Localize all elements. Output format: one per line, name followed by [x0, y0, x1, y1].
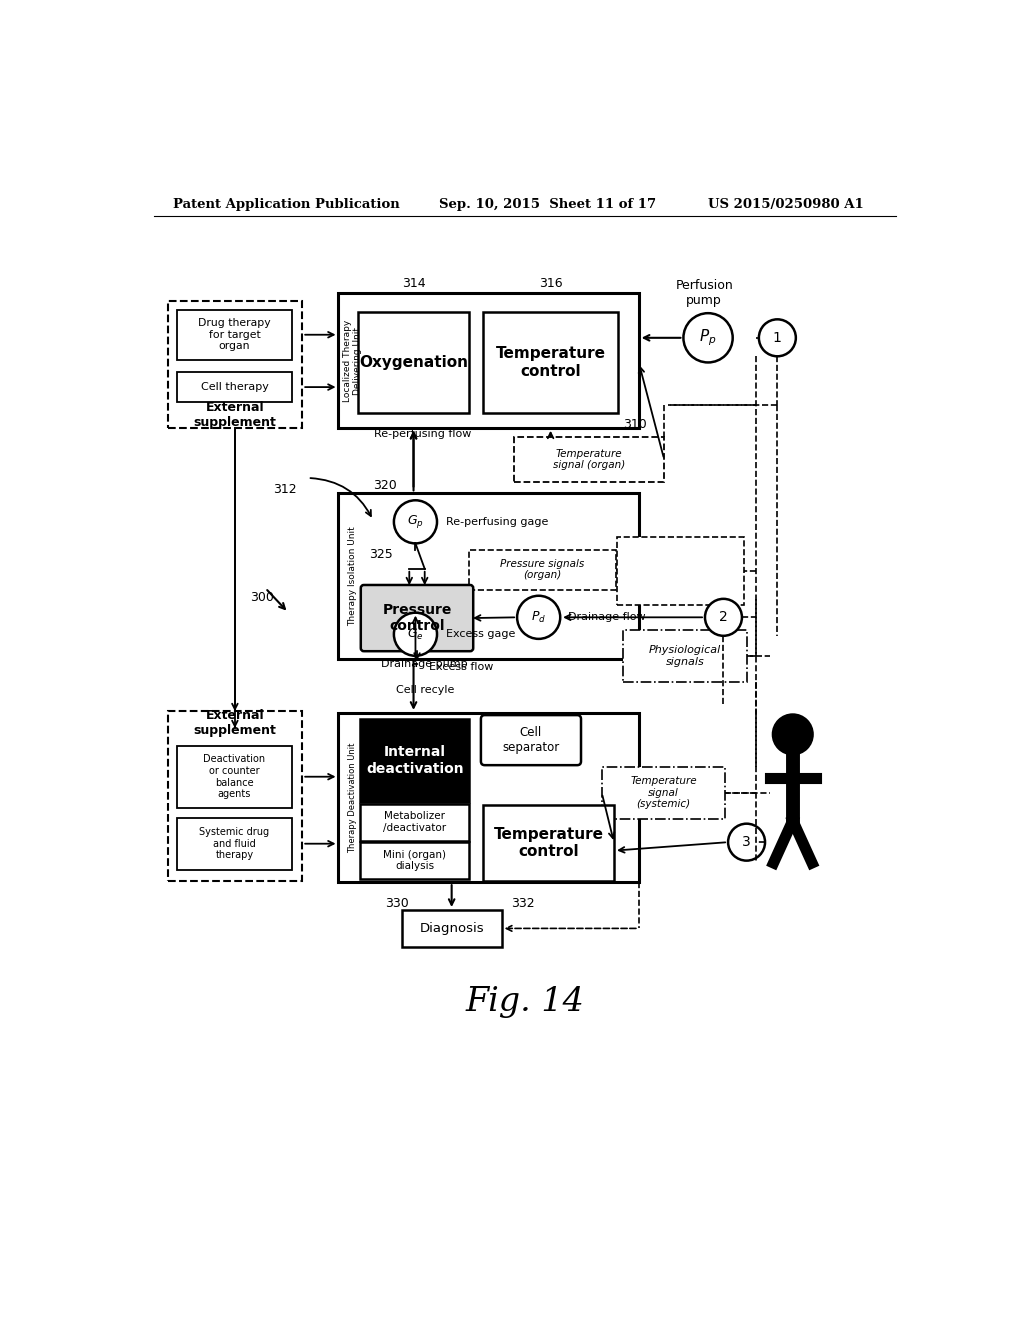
Text: Deactivation
or counter
balance
agents: Deactivation or counter balance agents: [204, 754, 265, 799]
Text: Physiological
signals: Physiological signals: [649, 645, 721, 667]
Bar: [168, 711, 302, 880]
Text: 316: 316: [539, 277, 562, 290]
Circle shape: [394, 500, 437, 544]
Text: Cell
separator: Cell separator: [503, 726, 559, 754]
Text: 330: 330: [385, 898, 409, 911]
Text: 300: 300: [250, 591, 273, 603]
Text: Localized Therapy
Delivering Unit: Localized Therapy Delivering Unit: [343, 319, 362, 401]
Text: US 2015/0250980 A1: US 2015/0250980 A1: [708, 198, 864, 211]
Text: Excess flow: Excess flow: [429, 661, 494, 672]
Text: 314: 314: [401, 277, 425, 290]
Bar: [602, 767, 725, 818]
FancyBboxPatch shape: [481, 715, 581, 766]
Bar: [357, 313, 469, 412]
Text: External
supplement: External supplement: [194, 709, 276, 737]
Text: Mini (organ)
dialysis: Mini (organ) dialysis: [383, 850, 446, 871]
Text: $G_e$: $G_e$: [408, 627, 424, 642]
Text: 1: 1: [773, 331, 781, 345]
Circle shape: [517, 595, 560, 639]
Circle shape: [683, 313, 733, 363]
Bar: [360, 719, 469, 803]
Text: $G_p$: $G_p$: [407, 513, 424, 531]
Text: Temperature
signal (organ): Temperature signal (organ): [553, 449, 626, 470]
Text: Perfusion
pump: Perfusion pump: [676, 279, 733, 308]
Circle shape: [705, 599, 742, 636]
Bar: [360, 842, 469, 879]
Bar: [177, 746, 292, 808]
Circle shape: [728, 824, 765, 861]
Text: Excess gage: Excess gage: [446, 630, 516, 639]
Text: Cell therapy: Cell therapy: [201, 381, 268, 392]
Text: 325: 325: [370, 548, 393, 561]
Bar: [401, 909, 502, 946]
Text: Systemic drug
and fluid
therapy: Systemic drug and fluid therapy: [200, 828, 269, 861]
Bar: [360, 804, 469, 841]
Bar: [483, 805, 614, 880]
Bar: [483, 313, 617, 412]
Text: $P_d$: $P_d$: [531, 610, 546, 624]
Text: Drainage pump: Drainage pump: [381, 659, 468, 668]
Text: Cell recyle: Cell recyle: [396, 685, 455, 694]
Text: Pressure signals
(organ): Pressure signals (organ): [501, 558, 585, 581]
Text: Drug therapy
for target
organ: Drug therapy for target organ: [199, 318, 270, 351]
Text: Temperature
control: Temperature control: [494, 826, 604, 859]
Bar: [617, 537, 744, 605]
Bar: [339, 293, 639, 428]
Text: Oxygenation: Oxygenation: [359, 355, 468, 370]
Text: Pressure
control: Pressure control: [382, 603, 452, 634]
Text: External
supplement: External supplement: [194, 401, 276, 429]
Bar: [339, 713, 639, 882]
Text: 320: 320: [373, 479, 397, 492]
Text: Diagnosis: Diagnosis: [420, 921, 484, 935]
Text: Internal
deactivation: Internal deactivation: [366, 746, 464, 776]
Bar: [624, 630, 746, 682]
Text: Fig. 14: Fig. 14: [465, 986, 585, 1018]
Text: Therapy Isolation Unit: Therapy Isolation Unit: [348, 527, 356, 626]
FancyBboxPatch shape: [360, 585, 473, 651]
Circle shape: [773, 714, 813, 755]
Text: 2: 2: [719, 610, 728, 624]
Text: Re-perfusing flow: Re-perfusing flow: [375, 429, 472, 440]
Text: Drainage flow: Drainage flow: [568, 612, 645, 622]
Text: Temperature
control: Temperature control: [496, 346, 605, 379]
Text: Therapy Deactivation Unit: Therapy Deactivation Unit: [348, 742, 356, 853]
Bar: [177, 817, 292, 870]
Text: $P_p$: $P_p$: [699, 327, 717, 348]
Text: 332: 332: [511, 898, 535, 911]
Text: Metabolizer
/deactivator: Metabolizer /deactivator: [383, 812, 446, 833]
Bar: [177, 372, 292, 403]
Bar: [177, 310, 292, 360]
Text: Patent Application Publication: Patent Application Publication: [173, 198, 399, 211]
Circle shape: [394, 612, 437, 656]
Text: 312: 312: [273, 483, 297, 496]
Text: Temperature
signal
(systemic): Temperature signal (systemic): [630, 776, 696, 809]
Text: 3: 3: [742, 836, 751, 849]
Circle shape: [759, 319, 796, 356]
Bar: [514, 437, 665, 482]
Bar: [339, 494, 639, 659]
Bar: [469, 549, 615, 590]
Text: Re-perfusing gage: Re-perfusing gage: [446, 517, 549, 527]
Text: Sep. 10, 2015  Sheet 11 of 17: Sep. 10, 2015 Sheet 11 of 17: [438, 198, 655, 211]
Bar: [168, 301, 302, 428]
Text: 310: 310: [624, 417, 647, 430]
